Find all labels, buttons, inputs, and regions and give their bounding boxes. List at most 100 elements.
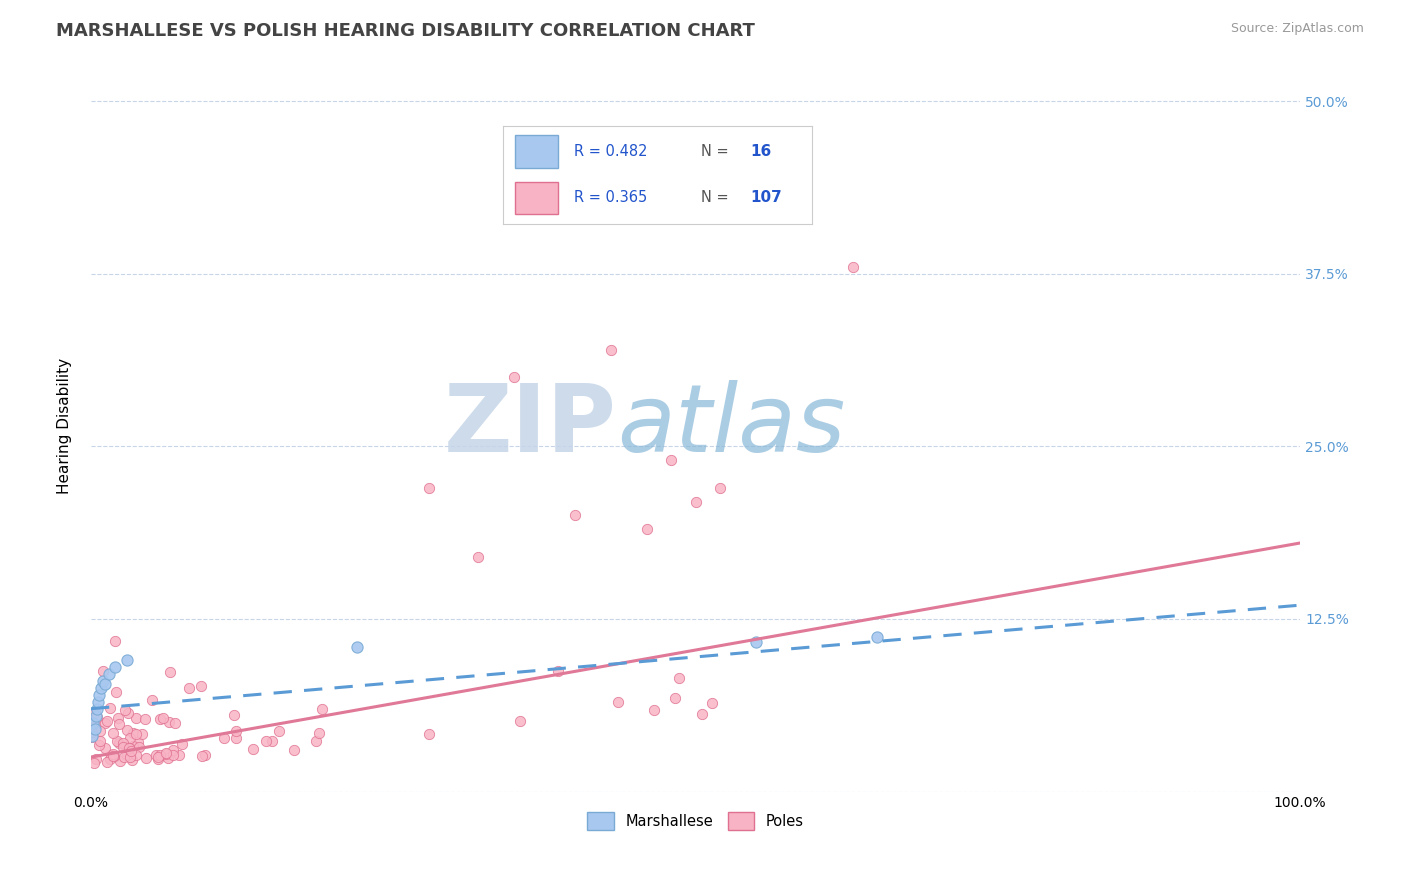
Point [308,726,330,740]
Point [131,727,153,741]
Point [108,717,131,731]
Point [866,630,889,644]
Point [84,719,107,733]
Point [82,730,104,744]
Point [112,736,135,750]
FancyBboxPatch shape [515,136,558,168]
Text: atlas: atlas [617,380,845,471]
Point [547,664,569,678]
Point [224,707,246,722]
Point [346,640,368,654]
Point [120,744,142,758]
Point [418,727,440,741]
Point [503,370,526,384]
Point [509,714,531,729]
Point [103,726,125,740]
Point [163,715,186,730]
Text: R = 0.365: R = 0.365 [574,190,647,205]
Point [87,695,110,709]
Point [112,740,135,755]
Point [86,710,108,724]
Point [156,751,179,765]
FancyBboxPatch shape [515,182,558,214]
Point [664,690,686,705]
Point [82,725,104,739]
Point [700,696,723,710]
Point [101,748,124,763]
Point [83,723,105,737]
Y-axis label: Hearing Disability: Hearing Disability [58,358,72,493]
Point [599,343,621,357]
Point [155,747,177,762]
Point [108,754,131,768]
Point [636,522,658,536]
Point [467,549,489,564]
Point [96,714,118,729]
Point [191,748,214,763]
Text: ZIP: ZIP [444,380,617,472]
Point [190,679,212,693]
Point [122,739,145,753]
Point [91,674,114,689]
Point [94,740,117,755]
Point [98,701,121,715]
Point [134,712,156,726]
Point [84,705,107,719]
Point [117,748,139,763]
Point [841,260,863,274]
Point [538,191,561,205]
Point [146,752,169,766]
Text: 16: 16 [751,145,772,159]
Point [659,453,682,467]
Point [117,723,139,737]
Point [745,163,768,178]
Point [83,756,105,770]
Point [89,688,111,702]
Point [121,753,143,767]
Point [162,747,184,762]
Point [745,635,768,649]
Point [668,671,690,685]
Point [304,734,326,748]
Point [125,727,148,741]
Point [117,740,139,755]
Point [107,711,129,725]
Point [169,747,191,762]
Point [103,748,125,763]
Text: N =: N = [700,145,728,159]
Text: MARSHALLESE VS POLISH HEARING DISABILITY CORRELATION CHART: MARSHALLESE VS POLISH HEARING DISABILITY… [56,22,755,40]
Point [155,746,177,760]
Point [89,734,111,748]
Point [108,736,131,750]
Point [127,735,149,749]
Point [179,681,201,695]
Point [262,733,284,747]
Point [112,750,135,764]
Point [225,731,247,745]
Point [90,681,112,695]
Point [100,747,122,762]
Point [124,748,146,763]
Point [89,738,111,752]
Point [98,667,121,681]
Point [100,752,122,766]
Point [91,665,114,679]
Text: Source: ZipAtlas.com: Source: ZipAtlas.com [1230,22,1364,36]
Point [214,731,236,746]
Point [104,660,127,674]
Point [128,739,150,754]
Point [418,481,440,495]
Point [117,706,139,720]
Point [118,740,141,755]
Point [82,715,104,730]
Point [709,481,731,495]
Point [242,742,264,756]
Point [149,712,172,726]
Point [283,743,305,757]
Point [94,716,117,731]
Point [104,633,127,648]
Point [149,747,172,762]
Point [159,665,181,679]
Point [225,724,247,739]
Point [162,743,184,757]
